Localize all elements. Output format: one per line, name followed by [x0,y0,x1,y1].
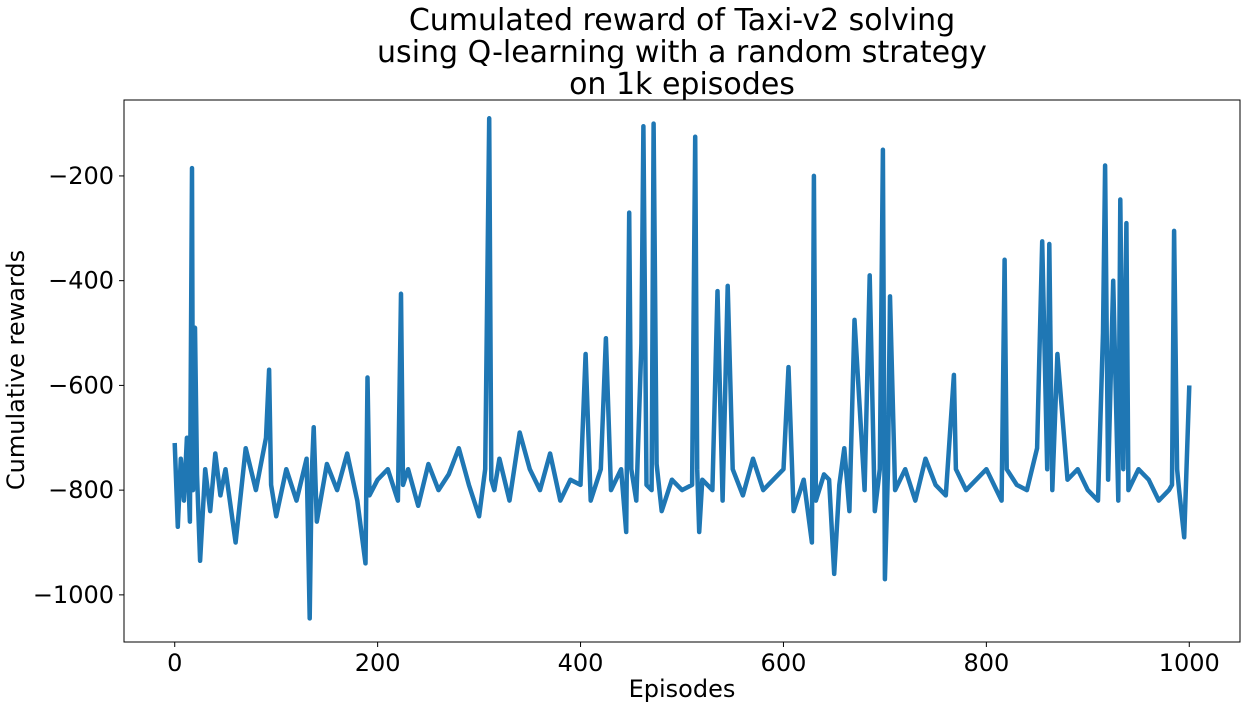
chart-title: Cumulated reward of Taxi-v2 solving usin… [377,3,987,102]
x-tick-label: 1000 [1159,649,1220,677]
x-tick-label: 600 [761,649,807,677]
y-tick-label: −800 [48,476,114,504]
chart-title-line-1: Cumulated reward of Taxi-v2 solving [409,3,955,38]
y-tick-label: −200 [48,162,114,190]
x-tick-label: 200 [355,649,401,677]
chart-title-line-2: using Q-learning with a random strategy [377,35,987,70]
y-axis-label: Cumulative rewards [2,250,30,490]
y-tick-label: −600 [48,371,114,399]
x-axis-label: Episodes [629,675,736,703]
y-tick-label: −400 [48,267,114,295]
x-tick-label: 0 [167,649,182,677]
y-tick-label: −1000 [33,581,114,609]
series-line-0 [172,116,1192,621]
plot-frame [123,99,1241,643]
plot-area [172,116,1192,621]
x-tick-label: 400 [558,649,604,677]
chart-title-line-3: on 1k episodes [569,67,795,102]
y-axis-ticks: −1000 −800 −600 −400 −200 [33,162,124,609]
x-tick-label: 800 [963,649,1009,677]
x-axis-ticks: 0 200 400 600 800 1000 [167,642,1220,677]
